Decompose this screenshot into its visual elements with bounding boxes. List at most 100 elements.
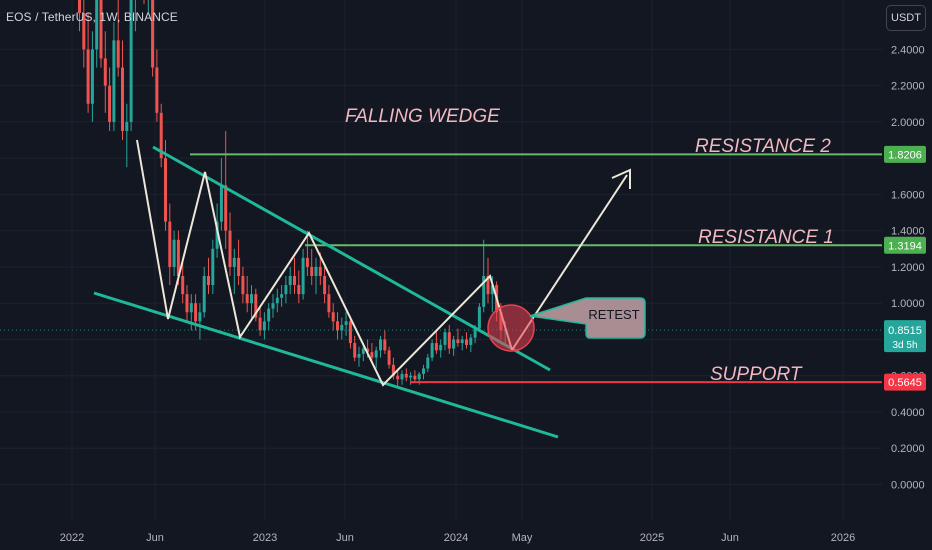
candle	[465, 332, 468, 349]
x-tick-label: 2023	[253, 532, 277, 544]
candle	[172, 230, 176, 277]
candle	[232, 248, 236, 295]
candle	[413, 370, 417, 383]
candle	[159, 103, 163, 168]
support-label: SUPPORT	[710, 364, 803, 385]
candle	[181, 257, 185, 304]
y-tick-label: 1.4000	[891, 226, 925, 238]
candle	[254, 288, 258, 322]
candle	[143, 0, 145, 5]
x-tick-label: Jun	[146, 532, 164, 544]
x-tick-label: 2026	[831, 532, 855, 544]
candle	[293, 257, 296, 295]
y-tick-label: 1.6000	[891, 189, 925, 201]
candle	[482, 239, 486, 313]
resistance-1-label: RESISTANCE 1	[698, 227, 834, 248]
candle	[151, 0, 155, 77]
candle	[82, 0, 86, 68]
candle	[434, 330, 438, 354]
price-label-text: 0.5645	[888, 377, 922, 389]
y-tick-label: 2.0000	[891, 117, 925, 129]
candle	[198, 303, 202, 340]
candle	[78, 0, 81, 32]
candle	[95, 0, 99, 68]
candle	[327, 285, 331, 318]
candle	[250, 285, 253, 318]
x-tick-label: 2024	[444, 532, 468, 544]
candle	[374, 346, 378, 369]
candle	[99, 0, 103, 68]
candle	[228, 212, 232, 277]
price-label-text: 1.8206	[888, 149, 922, 161]
candle	[404, 368, 408, 382]
candle	[456, 328, 460, 347]
candle	[90, 31, 94, 122]
candle	[387, 346, 391, 369]
zigzag-path[interactable]	[136, 139, 513, 387]
candle	[245, 276, 249, 313]
wedge-upper-trendline[interactable]	[152, 145, 551, 372]
candle	[396, 368, 400, 387]
candle	[241, 266, 245, 304]
candle	[288, 266, 292, 295]
candle	[426, 353, 430, 373]
candle	[443, 328, 447, 351]
price-label-box	[884, 320, 926, 353]
y-tick-label: 2.4000	[891, 44, 925, 56]
candle	[86, 13, 90, 113]
candle	[486, 257, 490, 304]
candle	[134, 0, 136, 32]
retest-circle[interactable]	[487, 304, 535, 352]
candle	[262, 312, 266, 340]
candle	[379, 335, 382, 358]
x-tick-label: May	[512, 532, 533, 544]
candle	[103, 31, 107, 113]
y-tick-label: 1.0000	[891, 298, 925, 310]
candle	[430, 339, 434, 362]
retest-callout[interactable]	[529, 297, 646, 339]
candle	[284, 276, 288, 304]
x-tick-label: Jun	[721, 532, 739, 544]
candle	[116, 0, 120, 77]
candle	[447, 324, 451, 354]
candle	[155, 49, 159, 122]
candle	[336, 312, 339, 340]
candle	[331, 303, 335, 331]
price-label-text: 0.8515	[888, 325, 922, 337]
candle	[452, 335, 456, 356]
resistance-2-label: RESISTANCE 2	[695, 136, 831, 157]
wedge-lower-trendline[interactable]	[93, 291, 559, 439]
candle	[271, 294, 275, 318]
candle	[121, 40, 124, 141]
x-tick-label: 2022	[60, 532, 84, 544]
candle	[280, 285, 284, 307]
y-tick-label: 0.0000	[891, 480, 925, 492]
candle	[202, 266, 206, 318]
candle	[400, 370, 404, 385]
price-label-box	[884, 145, 926, 163]
y-tick-label: 0.4000	[891, 407, 925, 419]
candle	[275, 288, 279, 313]
candle	[258, 306, 262, 336]
symbol-title[interactable]: EOS / TetherUS, 1W, BINANCE	[6, 10, 178, 24]
y-tick-label: 1.2000	[891, 262, 925, 274]
price-label-box	[884, 236, 926, 254]
candle	[477, 303, 481, 333]
y-tick-label: 0.2000	[891, 443, 925, 455]
candle	[439, 339, 443, 358]
candle	[112, 22, 116, 131]
currency-button[interactable]: USDT	[886, 5, 926, 31]
candle	[108, 67, 112, 131]
x-tick-label: Jun	[336, 532, 354, 544]
price-countdown-text: 3d 5h	[892, 340, 917, 351]
candle	[297, 270, 301, 304]
candle	[422, 364, 425, 380]
price-label-text: 1.3194	[888, 240, 922, 252]
candle	[310, 248, 314, 286]
candle	[340, 317, 344, 340]
candle	[224, 130, 228, 249]
price-label-box	[884, 373, 926, 391]
candle	[125, 103, 129, 168]
